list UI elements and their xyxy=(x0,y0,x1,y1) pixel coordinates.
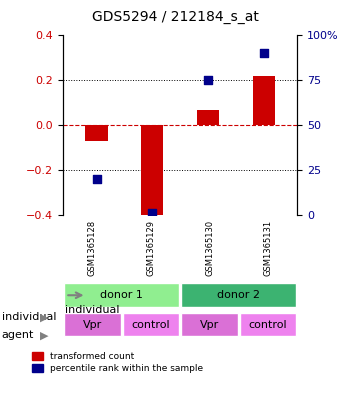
Point xyxy=(261,50,267,57)
Text: GSM1365128: GSM1365128 xyxy=(88,220,97,276)
Point xyxy=(94,176,99,182)
Point xyxy=(149,210,155,217)
Text: GSM1365131: GSM1365131 xyxy=(264,220,273,276)
Bar xyxy=(197,110,219,125)
Text: GSM1365129: GSM1365129 xyxy=(146,220,155,276)
FancyBboxPatch shape xyxy=(64,283,179,307)
Text: GDS5294 / 212184_s_at: GDS5294 / 212184_s_at xyxy=(92,10,258,24)
Point xyxy=(205,77,211,83)
Text: Vpr: Vpr xyxy=(83,320,102,330)
Text: control: control xyxy=(249,320,287,330)
Bar xyxy=(253,76,275,125)
Text: ▶: ▶ xyxy=(40,312,49,322)
Text: donor 1: donor 1 xyxy=(100,290,143,300)
Text: agent: agent xyxy=(2,330,34,340)
Text: control: control xyxy=(132,320,170,330)
Legend: transformed count, percentile rank within the sample: transformed count, percentile rank withi… xyxy=(32,352,203,373)
Text: donor 2: donor 2 xyxy=(217,290,260,300)
FancyBboxPatch shape xyxy=(64,313,120,336)
FancyBboxPatch shape xyxy=(123,313,179,336)
Bar xyxy=(85,125,108,141)
Text: ▶: ▶ xyxy=(40,330,49,340)
Text: individual: individual xyxy=(65,305,120,315)
Bar xyxy=(141,125,163,220)
FancyBboxPatch shape xyxy=(181,283,296,307)
Text: individual: individual xyxy=(2,312,56,322)
FancyBboxPatch shape xyxy=(181,313,238,336)
Text: GSM1365130: GSM1365130 xyxy=(205,220,214,276)
FancyBboxPatch shape xyxy=(240,313,296,336)
Text: Vpr: Vpr xyxy=(200,320,219,330)
